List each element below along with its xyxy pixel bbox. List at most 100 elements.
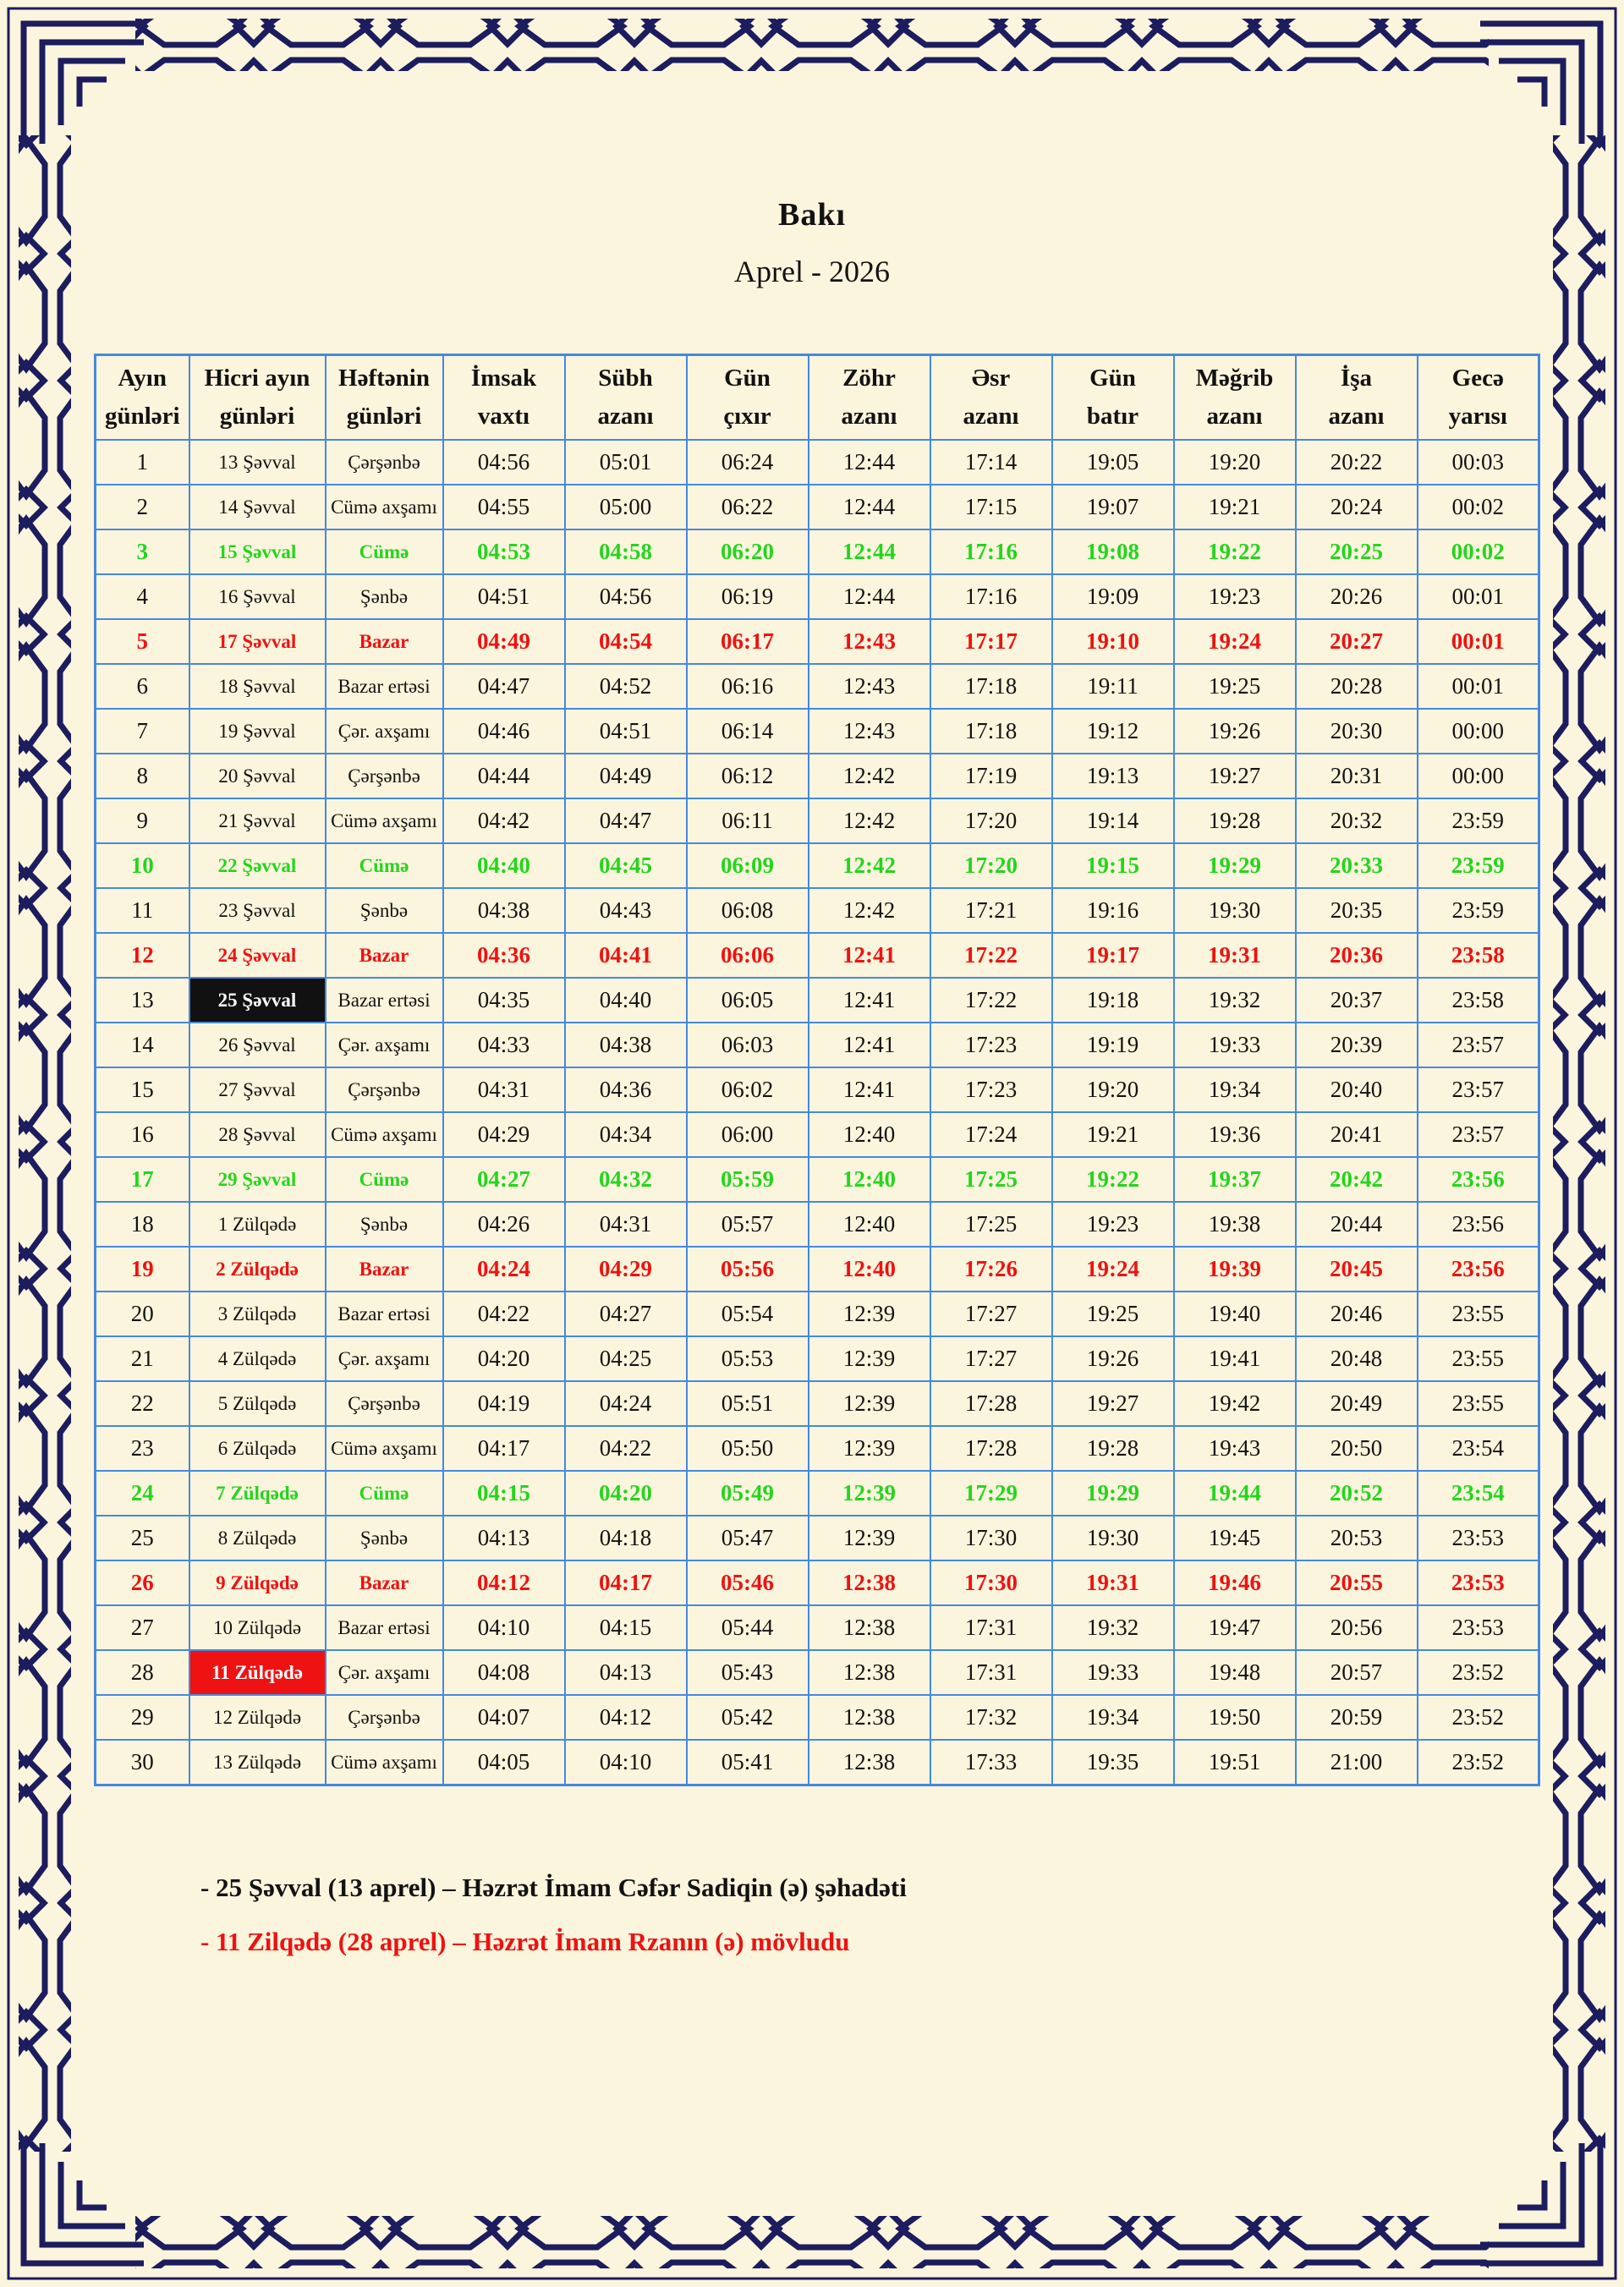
time-cell: 04:08: [442, 1649, 566, 1696]
time-cell: 04:12: [442, 1560, 566, 1606]
time-cell: 12:41: [807, 1022, 931, 1068]
time-cell: 04:31: [563, 1201, 688, 1248]
header-subh: Sübh azanı: [563, 354, 688, 441]
time-cell: 23:55: [1416, 1380, 1540, 1427]
time-cell: 05:56: [685, 1246, 809, 1292]
time-cell: 17:23: [929, 1022, 1053, 1068]
time-cell: 04:19: [442, 1380, 566, 1427]
hijri-cell: 24 Şəvval: [188, 932, 326, 979]
table-row: 18 1 Zülqədə Şənbə 04:26 04:31 05:57 12:40 17:2…: [94, 1201, 1540, 1248]
weekday-cell: Bazar ertəsi: [324, 1604, 444, 1651]
time-cell: 19:32: [1051, 1604, 1175, 1651]
time-cell: 20:22: [1294, 439, 1418, 485]
weekday-cell: Cümə: [324, 1156, 444, 1203]
time-cell: 12:44: [807, 573, 931, 620]
hijri-cell: 15 Şəvval: [188, 529, 326, 575]
time-cell: 19:16: [1051, 887, 1175, 934]
time-cell: 23:59: [1416, 887, 1540, 934]
time-cell: 04:29: [563, 1246, 688, 1292]
weekday-cell: Şənbə: [324, 1515, 444, 1561]
day-cell: 5: [94, 618, 190, 665]
time-cell: 20:37: [1294, 977, 1418, 1023]
weekday-cell: Çər. axşamı: [324, 1335, 444, 1382]
hijri-cell: 14 Şəvval: [188, 484, 326, 530]
time-cell: 23:58: [1416, 977, 1540, 1023]
time-cell: 12:39: [807, 1470, 931, 1516]
time-cell: 19:13: [1051, 753, 1175, 799]
time-cell: 12:38: [807, 1694, 931, 1741]
day-cell: 24: [94, 1470, 190, 1516]
time-cell: 04:46: [442, 708, 566, 754]
footnotes: - 25 Şəvval (13 aprel) – Həzrət İmam Cəf…: [200, 1861, 907, 1968]
table-row: 1 13 Şəvval Çərşənbə 04:56 05:01 06:24 12:44 17…: [94, 439, 1540, 485]
time-cell: 04:52: [563, 663, 688, 710]
time-cell: 23:52: [1416, 1649, 1540, 1696]
time-cell: 04:17: [442, 1425, 566, 1472]
table-row: 26 9 Zülqədə Bazar 04:12 04:17 05:46 12:38 17:3…: [94, 1560, 1540, 1606]
time-cell: 20:33: [1294, 842, 1418, 889]
time-cell: 19:24: [1172, 618, 1297, 665]
time-cell: 05:54: [685, 1291, 809, 1337]
table-row: 15 27 Şəvval Çərşənbə 04:31 04:36 06:02 12:41 1…: [94, 1067, 1540, 1113]
time-cell: 04:55: [442, 484, 566, 530]
time-cell: 19:34: [1051, 1694, 1175, 1741]
day-cell: 18: [94, 1201, 190, 1248]
weekday-cell: Çərşənbə: [324, 439, 444, 485]
time-cell: 19:11: [1051, 663, 1175, 710]
time-cell: 12:40: [807, 1201, 931, 1248]
time-cell: 06:05: [685, 977, 809, 1023]
time-cell: 19:27: [1051, 1380, 1175, 1427]
time-cell: 19:27: [1172, 753, 1297, 799]
time-cell: 12:44: [807, 484, 931, 530]
time-cell: 06:09: [685, 842, 809, 889]
time-cell: 05:43: [685, 1649, 809, 1696]
weekday-cell: Bazar ertəsi: [324, 1291, 444, 1337]
time-cell: 04:07: [442, 1694, 566, 1741]
time-cell: 19:30: [1172, 887, 1297, 934]
time-cell: 19:33: [1172, 1022, 1297, 1068]
table-row: 6 18 Şəvval Bazar ertəsi 04:47 04:52 06:16 12:…: [94, 663, 1540, 710]
day-cell: 25: [94, 1515, 190, 1561]
time-cell: 04:13: [442, 1515, 566, 1561]
time-cell: 12:38: [807, 1739, 931, 1786]
time-cell: 19:12: [1051, 708, 1175, 754]
weekday-cell: Cümə: [324, 529, 444, 575]
time-cell: 00:01: [1416, 663, 1540, 710]
table-row: 21 4 Zülqədə Çər. axşamı 04:20 04:25 05:53 12:…: [94, 1335, 1540, 1382]
time-cell: 23:52: [1416, 1694, 1540, 1741]
time-cell: 17:30: [929, 1560, 1053, 1606]
time-cell: 17:26: [929, 1246, 1053, 1292]
weekday-cell: Şənbə: [324, 887, 444, 934]
table-row: 9 21 Şəvval Cümə axşamı 04:42 04:47 06:11 12:4…: [94, 798, 1540, 844]
time-cell: 06:17: [685, 618, 809, 665]
time-cell: 19:05: [1051, 439, 1175, 485]
time-cell: 04:36: [563, 1067, 688, 1113]
time-cell: 04:41: [563, 932, 688, 979]
table-row: 7 19 Şəvval Çər. axşamı 04:46 04:51 06:14 12:4…: [94, 708, 1540, 754]
time-cell: 04:35: [442, 977, 566, 1023]
weekday-cell: Şənbə: [324, 1201, 444, 1248]
time-cell: 23:52: [1416, 1739, 1540, 1786]
time-cell: 12:42: [807, 887, 931, 934]
hijri-cell: 16 Şəvval: [188, 573, 326, 620]
time-cell: 17:18: [929, 708, 1053, 754]
time-cell: 23:53: [1416, 1560, 1540, 1606]
time-cell: 19:47: [1172, 1604, 1297, 1651]
time-cell: 04:15: [442, 1470, 566, 1516]
time-cell: 20:56: [1294, 1604, 1418, 1651]
time-cell: 00:01: [1416, 618, 1540, 665]
time-cell: 20:45: [1294, 1246, 1418, 1292]
day-cell: 11: [94, 887, 190, 934]
hijri-cell: 1 Zülqədə: [188, 1201, 326, 1248]
time-cell: 00:03: [1416, 439, 1540, 485]
time-cell: 12:39: [807, 1291, 931, 1337]
day-cell: 14: [94, 1022, 190, 1068]
time-cell: 04:42: [442, 798, 566, 844]
time-cell: 20:53: [1294, 1515, 1418, 1561]
weekday-cell: Cümə axşamı: [324, 1111, 444, 1158]
day-cell: 26: [94, 1560, 190, 1606]
time-cell: 19:34: [1172, 1067, 1297, 1113]
time-cell: 23:57: [1416, 1111, 1540, 1158]
time-cell: 19:38: [1172, 1201, 1297, 1248]
time-cell: 23:55: [1416, 1335, 1540, 1382]
